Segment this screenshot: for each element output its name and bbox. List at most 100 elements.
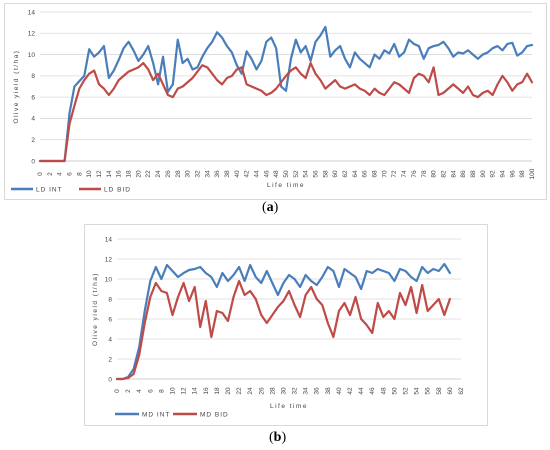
chart-a-x-tick-label: 70 — [381, 170, 388, 178]
chart-a-x-axis-title: Life time — [267, 182, 305, 189]
chart-a-x-tick-label: 2 — [47, 172, 54, 176]
chart-a-x-tick-label: 76 — [411, 170, 418, 178]
chart-a-y-tick-label: 4 — [31, 116, 35, 123]
chart-a-x-tick-label: 50 — [283, 170, 290, 178]
chart-b-x-tick-label: 30 — [280, 387, 287, 395]
chart-a-x-tick-label: 58 — [322, 170, 329, 178]
chart-a-x-tick-label: 36 — [214, 170, 221, 178]
chart-b-x-tick-label: 52 — [403, 387, 410, 395]
chart-b-x-tick-label: 2 — [125, 389, 132, 393]
chart-a-x-tick-label: 60 — [332, 170, 339, 178]
chart-a-x-tick-label: 12 — [96, 170, 103, 178]
chart-b-x-tick-label: 50 — [391, 387, 398, 395]
chart-a-x-tick-label: 44 — [253, 170, 260, 178]
chart-a-x-tick-label: 26 — [165, 170, 172, 178]
chart-b-y-tick-label: 4 — [108, 336, 112, 343]
chart-b-x-tick-label: 10 — [169, 387, 176, 395]
chart-a-series-line-0 — [38, 25, 534, 163]
chart-b-x-tick-label: 44 — [358, 387, 365, 395]
chart-a-y-tick-label: 6 — [31, 94, 35, 101]
chart-b-x-tick-label: 58 — [436, 387, 443, 395]
chart-a-x-tick-label: 10 — [86, 170, 93, 178]
caption-a-label: a — [266, 200, 274, 215]
chart-b-x-tick-label: 38 — [325, 387, 332, 395]
chart-a-x-tick-label: 22 — [145, 170, 152, 178]
chart-a-x-tick-label: 54 — [303, 170, 310, 178]
chart-a-x-tick-label: 66 — [362, 170, 369, 178]
chart-a-x-tick-label: 80 — [431, 170, 438, 178]
chart-a-x-tick-label: 68 — [372, 170, 379, 178]
chart-b-x-tick-label: 54 — [414, 387, 421, 395]
chart-a-x-tick-label: 82 — [440, 170, 447, 178]
chart-b-y-tick-label: 2 — [108, 356, 112, 363]
chart-a-y-tick-label: 10 — [28, 52, 36, 59]
chart-b-x-tick-label: 42 — [347, 387, 354, 395]
chart-a-x-tick-label: 64 — [352, 170, 359, 178]
chart-b-y-tick-label: 8 — [108, 296, 112, 303]
chart-b-x-tick-label: 18 — [214, 387, 221, 395]
chart-panel-b: 0 2 4 6 8 10 12 14 0 2 4 6 8 10 12 14 16 18 20 22 24 26 28 30 32… — [84, 224, 488, 426]
chart-b-x-tick-label: 6 — [147, 389, 154, 393]
chart-b-x-tick-label: 48 — [380, 387, 387, 395]
chart-b-x-tick-label: 26 — [258, 387, 265, 395]
chart-a-series-line-1 — [38, 61, 534, 163]
chart-a-y-tick-label: 14 — [28, 9, 36, 16]
chart-a-x-tick-label: 28 — [175, 170, 182, 178]
chart-b-x-tick-label: 4 — [136, 389, 143, 393]
chart-a-x-tick-label: 78 — [421, 170, 428, 178]
chart-a-x-tick-label: 34 — [204, 170, 211, 178]
chart-a-x-tick-label: 4 — [57, 172, 64, 176]
chart-b-series-line-0 — [115, 262, 451, 381]
chart-a-x-tick-label: 92 — [490, 170, 497, 178]
chart-b-x-tick-label: 14 — [192, 387, 199, 395]
chart-b-x-tick-label: 24 — [247, 387, 254, 395]
chart-b-y-tick-label: 0 — [108, 376, 112, 383]
chart-a-x-tick-label: 6 — [67, 172, 74, 176]
chart-a-x-tick-label: 88 — [470, 170, 477, 178]
chart-a-x-tick-label: 14 — [106, 170, 113, 178]
chart-a-y-axis-title: Olive yield (t/ha) — [13, 50, 20, 124]
chart-a-x-tick-label: 46 — [263, 170, 270, 178]
chart-a-y-tick-label: 2 — [31, 137, 35, 144]
chart-b-legend-label-0: MD INT — [142, 411, 170, 418]
chart-a-x-tick-label: 96 — [509, 170, 516, 178]
chart-b-legend-label-1: MD BID — [200, 411, 229, 418]
caption-a: (a) — [262, 200, 279, 215]
chart-a-legend-label-0: LD INT — [36, 186, 63, 193]
chart-a-x-tick-label: 74 — [401, 170, 408, 178]
chart-b-x-tick-label: 62 — [458, 387, 465, 395]
chart-b-x-tick-label: 46 — [369, 387, 376, 395]
chart-b-x-tick-label: 8 — [158, 389, 165, 393]
chart-a-x-tick-label: 84 — [450, 170, 457, 178]
chart-b-x-tick-label: 40 — [336, 387, 343, 395]
chart-a-x-tick-label: 86 — [460, 170, 467, 178]
chart-a-x-tick-label: 20 — [135, 170, 142, 178]
chart-a-x-tick-label: 72 — [391, 170, 398, 178]
chart-b-y-tick-label: 14 — [105, 236, 113, 243]
chart-b-x-tick-label: 56 — [425, 387, 432, 395]
chart-a-legend-label-1: LD BID — [104, 186, 131, 193]
chart-a-x-tick-label: 30 — [185, 170, 192, 178]
chart-b-x-tick-label: 0 — [114, 389, 121, 393]
chart-panel-a: 0 2 4 6 8 10 12 14 0 2 4 6 8 10 12 14 16 18 20 22 24 26 28 30 32… — [4, 3, 547, 200]
chart-a-y-tick-label: 12 — [28, 31, 36, 38]
chart-a-x-tick-label: 32 — [194, 170, 201, 178]
chart-b-x-tick-label: 60 — [447, 387, 454, 395]
chart-a-x-tick-label: 90 — [480, 170, 487, 178]
chart-b-y-tick-label: 6 — [108, 316, 112, 323]
chart-b-x-tick-label: 12 — [181, 387, 188, 395]
chart-a-y-tick-label: 0 — [31, 158, 35, 165]
chart-a-x-tick-label: 52 — [293, 170, 300, 178]
chart-b-x-tick-label: 32 — [292, 387, 299, 395]
chart-b-x-tick-label: 28 — [269, 387, 276, 395]
chart-a-x-tick-label: 94 — [499, 170, 506, 178]
chart-a-x-tick-label: 40 — [234, 170, 241, 178]
caption-b-label: b — [273, 430, 282, 445]
chart-a-x-tick-label: 62 — [342, 170, 349, 178]
chart-a-x-tick-label: 98 — [519, 170, 526, 178]
chart-a-x-tick-label: 16 — [116, 170, 123, 178]
caption-b: (b) — [269, 430, 287, 445]
chart-a-x-tick-label: 24 — [155, 170, 162, 178]
chart-a-x-tick-label: 56 — [313, 170, 320, 178]
